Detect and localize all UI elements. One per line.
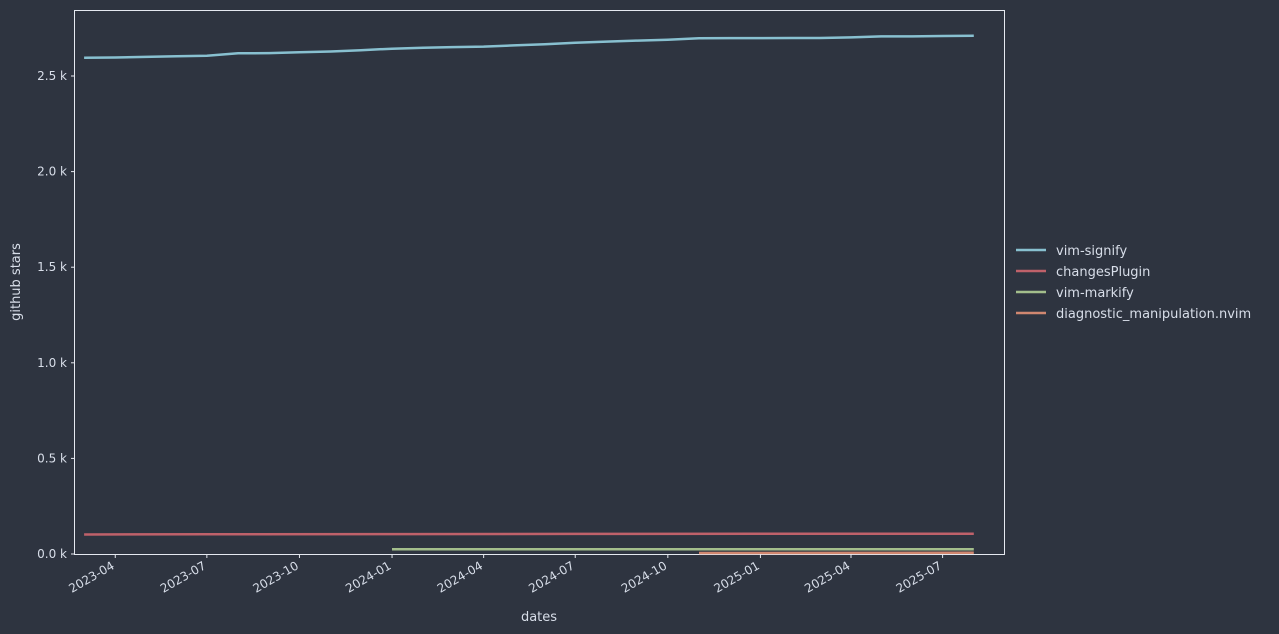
legend: vim-signify changesPlugin vim-markify diagn… — [1016, 244, 1251, 322]
x-tick-label: 2024-10 — [619, 558, 669, 595]
legend-label: diagnostic_manipulation.nvim — [1056, 307, 1251, 322]
y-tick-label: 0.5 k — [37, 451, 67, 465]
series-line — [84, 532, 974, 536]
plot-area — [74, 10, 1005, 555]
y-tick-label: 1.5 k — [37, 260, 67, 274]
y-axis-label: github stars — [9, 243, 24, 321]
series-line — [84, 34, 974, 59]
x-axis: 2023-04 2023-07 2023-10 2024-01 2024-04 2024-… — [66, 554, 944, 596]
legend-label: changesPlugin — [1056, 265, 1150, 280]
x-tick-label: 2024-07 — [526, 558, 576, 595]
x-tick-label: 2025-01 — [712, 558, 762, 595]
x-tick-label: 2024-01 — [343, 558, 393, 595]
series-lines — [84, 34, 974, 555]
x-tick-label: 2023-04 — [66, 558, 116, 595]
y-tick-label: 0.0 k — [37, 547, 67, 561]
y-tick-label: 2.0 k — [37, 165, 67, 179]
legend-label: vim-markify — [1056, 286, 1134, 301]
y-tick-label: 2.5 k — [37, 69, 67, 83]
x-tick-label: 2024-04 — [435, 558, 485, 595]
x-tick-label: 2023-10 — [251, 558, 301, 595]
x-axis-label: dates — [521, 610, 557, 625]
y-axis: 0.0 k 0.5 k 1.0 k 1.5 k 2.0 k 2.5 k — [37, 69, 75, 561]
legend-label: vim-signify — [1056, 244, 1127, 259]
x-tick-label: 2025-04 — [802, 558, 852, 595]
x-tick-label: 2023-07 — [158, 558, 208, 595]
y-tick-label: 1.0 k — [37, 356, 67, 370]
x-tick-label: 2025-07 — [894, 558, 944, 595]
